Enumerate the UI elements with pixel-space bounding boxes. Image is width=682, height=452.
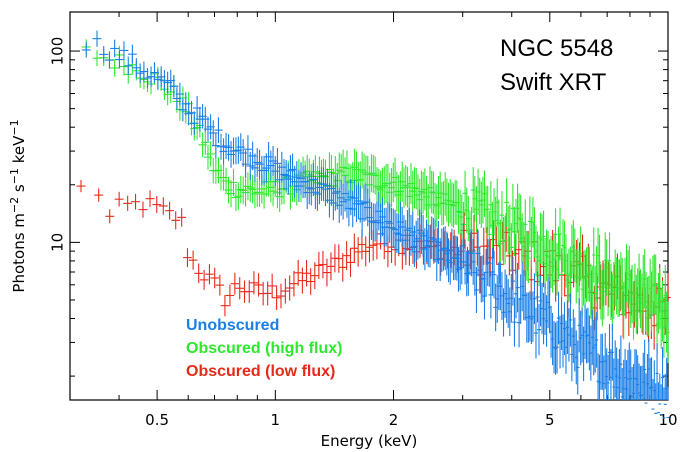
legend-entry-obscured-high: Obscured (high flux) (186, 340, 342, 357)
y-label-part-4: keV (10, 135, 28, 168)
x-tick-label: 10 (658, 411, 677, 429)
plot-frame (69, 11, 669, 401)
x-tick-label: 5 (545, 411, 555, 429)
legend: Unobscured Obscured (high flux) Obscured… (186, 317, 342, 380)
y-label-exp-5: −1 (8, 119, 21, 135)
series-layer (76, 30, 671, 419)
axis-ticks (69, 12, 669, 400)
series-0 (81, 30, 670, 419)
y-label-exp-1: −2 (8, 197, 21, 213)
y-label-part-2: s (10, 184, 28, 197)
x-tick-label: 1 (271, 411, 281, 429)
x-axis-label: Energy (keV) (321, 432, 418, 450)
y-axis-label: Photons m−2 s−1 keV−1 (8, 119, 28, 292)
annotation-line-2: Swift XRT (500, 69, 607, 96)
legend-entry-obscured-low: Obscured (low flux) (186, 363, 335, 380)
x-tick-label: 2 (389, 411, 399, 429)
legend-entry-unobscured: Unobscured (186, 317, 279, 334)
y-label-exp-3: −1 (8, 168, 21, 184)
y-tick-label: 10 (49, 233, 67, 252)
annotation-line-1: NGC 5548 (500, 35, 613, 62)
y-tick-label: 100 (49, 37, 67, 66)
y-label-part-0: Photons m (10, 213, 28, 293)
x-tick-label: 0.5 (145, 411, 169, 429)
tick-labels: 0.5 1 2 5 10 10 100 (49, 37, 678, 429)
